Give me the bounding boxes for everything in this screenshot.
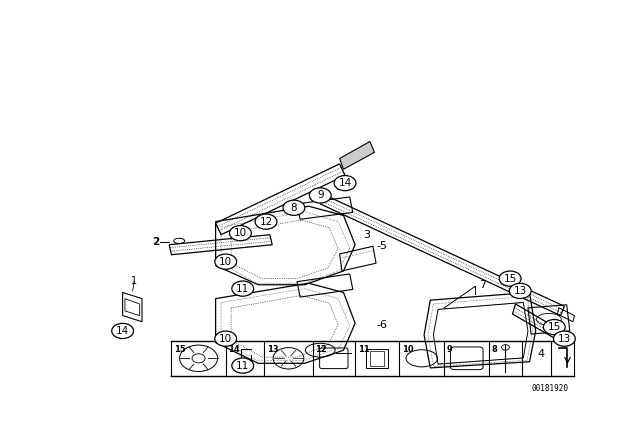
Circle shape bbox=[232, 281, 253, 296]
Text: 9: 9 bbox=[447, 345, 452, 354]
Text: 13: 13 bbox=[557, 334, 571, 344]
Circle shape bbox=[554, 331, 575, 346]
Circle shape bbox=[283, 200, 305, 215]
Text: 00181920: 00181920 bbox=[532, 383, 568, 392]
Circle shape bbox=[509, 283, 531, 298]
Bar bbox=[370, 351, 384, 366]
Circle shape bbox=[499, 271, 521, 286]
Circle shape bbox=[215, 254, 237, 269]
Text: 14: 14 bbox=[228, 345, 240, 354]
Text: 4: 4 bbox=[538, 349, 545, 359]
Circle shape bbox=[230, 226, 252, 241]
Text: 7: 7 bbox=[479, 280, 486, 290]
Text: 12: 12 bbox=[315, 345, 327, 354]
Text: 2: 2 bbox=[152, 237, 160, 247]
Text: -5: -5 bbox=[377, 241, 388, 251]
Text: 10: 10 bbox=[219, 334, 232, 344]
Text: 3: 3 bbox=[364, 230, 371, 240]
Text: 14: 14 bbox=[339, 178, 351, 188]
Polygon shape bbox=[340, 142, 374, 169]
Text: 14: 14 bbox=[116, 326, 129, 336]
Circle shape bbox=[309, 188, 331, 203]
Text: 15: 15 bbox=[504, 274, 516, 284]
Bar bbox=[366, 349, 388, 368]
Text: 13: 13 bbox=[513, 286, 527, 296]
Circle shape bbox=[215, 331, 237, 346]
Text: 11: 11 bbox=[236, 361, 250, 370]
Circle shape bbox=[112, 323, 134, 339]
Text: 15: 15 bbox=[174, 345, 186, 354]
Text: -6: -6 bbox=[377, 320, 388, 330]
Text: 15: 15 bbox=[548, 322, 561, 332]
Text: 1: 1 bbox=[131, 276, 138, 286]
Text: 10: 10 bbox=[234, 228, 247, 238]
Text: 10: 10 bbox=[219, 257, 232, 267]
Text: 8: 8 bbox=[492, 345, 497, 354]
Circle shape bbox=[255, 214, 277, 229]
Text: 11: 11 bbox=[236, 284, 250, 293]
Circle shape bbox=[543, 319, 565, 335]
Text: 10: 10 bbox=[402, 345, 413, 354]
Circle shape bbox=[334, 176, 356, 191]
Text: 12: 12 bbox=[259, 217, 273, 227]
Circle shape bbox=[232, 358, 253, 373]
Text: 11: 11 bbox=[358, 345, 369, 354]
Text: 8: 8 bbox=[291, 203, 297, 213]
Text: 13: 13 bbox=[267, 345, 278, 354]
Text: 9: 9 bbox=[317, 190, 324, 200]
